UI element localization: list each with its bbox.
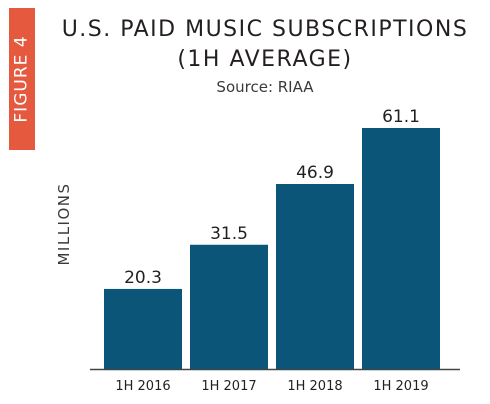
- figure-tab: FIGURE 4: [9, 8, 35, 150]
- x-tick-label: 1H 2016: [115, 379, 170, 394]
- x-tick-label: 1H 2019: [373, 379, 428, 394]
- chart-title-line2: (1H AVERAGE): [177, 47, 353, 72]
- bar-1h-2018: [276, 184, 354, 369]
- bar-value-label: 61.1: [382, 107, 420, 127]
- bar-1h-2017: [190, 244, 268, 369]
- bar-1h-2016: [104, 288, 182, 369]
- x-tick-label: 1H 2017: [201, 379, 256, 394]
- x-tick-label: 1H 2018: [287, 379, 342, 394]
- chart-title-line1: U.S. PAID MUSIC SUBSCRIPTIONS: [61, 17, 469, 42]
- bar-value-label: 46.9: [296, 163, 334, 183]
- bar-1h-2019: [362, 128, 440, 369]
- bar-value-label: 31.5: [210, 224, 248, 244]
- chart-source: Source: RIAA: [216, 78, 314, 96]
- bar-value-label: 20.3: [124, 268, 162, 288]
